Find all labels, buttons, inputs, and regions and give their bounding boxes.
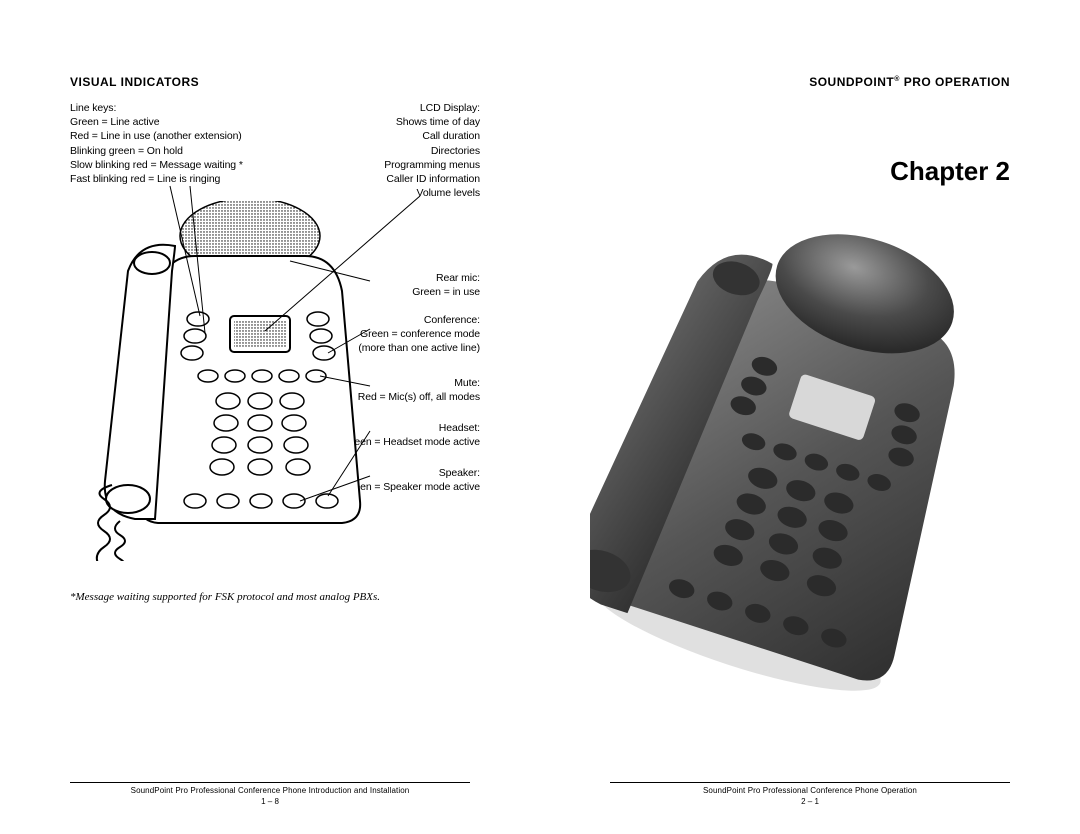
footnote-text: *Message waiting supported for FSK proto…	[70, 591, 510, 603]
footer-title: SoundPoint Pro Professional Conference P…	[540, 786, 1080, 795]
leader-lines-icon	[70, 101, 510, 571]
operation-heading: SOUNDPOINT® PRO OPERATION	[570, 75, 1010, 89]
chapter-title: Chapter 2	[570, 156, 1010, 187]
heading-post: PRO OPERATION	[900, 75, 1010, 89]
phone-photo-icon	[590, 193, 990, 713]
left-page: VISUAL INDICATORS Line keys: Green = Lin…	[0, 0, 540, 834]
footer-page: 1 – 8	[0, 797, 540, 806]
visual-indicators-heading: VISUAL INDICATORS	[70, 75, 510, 89]
right-page: SOUNDPOINT® PRO OPERATION Chapter 2	[540, 0, 1080, 834]
diagram-area: Line keys: Green = Line active Red = Lin…	[70, 101, 510, 571]
footer-title: SoundPoint Pro Professional Conference P…	[0, 786, 540, 795]
footer-page: 2 – 1	[540, 797, 1080, 806]
heading-pre: SOUNDPOINT	[809, 75, 894, 89]
photo-area	[570, 193, 1010, 804]
left-footer: SoundPoint Pro Professional Conference P…	[0, 782, 540, 806]
right-footer: SoundPoint Pro Professional Conference P…	[540, 782, 1080, 806]
